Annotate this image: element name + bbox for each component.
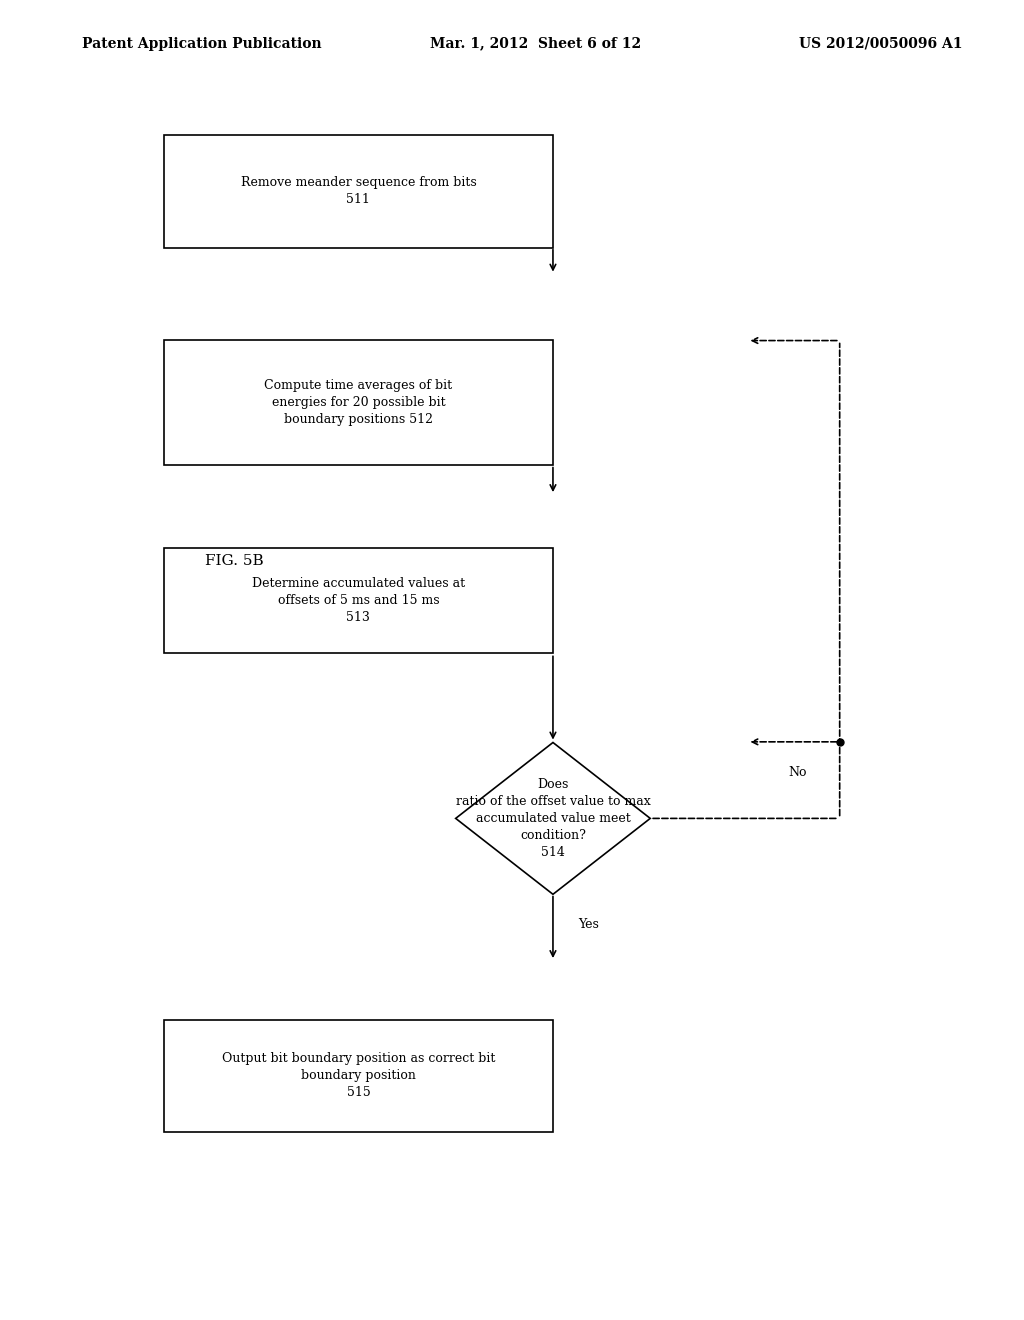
FancyBboxPatch shape bbox=[164, 135, 553, 248]
Text: Compute time averages of bit
energies for 20 possible bit
boundary positions 512: Compute time averages of bit energies fo… bbox=[264, 379, 453, 426]
Text: No: No bbox=[788, 766, 807, 779]
Text: Remove meander sequence from bits
511: Remove meander sequence from bits 511 bbox=[241, 177, 476, 206]
Text: Does
ratio of the offset value to max
accumulated value meet
condition?
514: Does ratio of the offset value to max ac… bbox=[456, 777, 650, 859]
Text: Patent Application Publication: Patent Application Publication bbox=[82, 37, 322, 50]
FancyBboxPatch shape bbox=[164, 1020, 553, 1133]
FancyBboxPatch shape bbox=[164, 341, 553, 466]
Text: Determine accumulated values at
offsets of 5 ms and 15 ms
513: Determine accumulated values at offsets … bbox=[252, 577, 465, 624]
FancyBboxPatch shape bbox=[164, 548, 553, 653]
Text: US 2012/0050096 A1: US 2012/0050096 A1 bbox=[799, 37, 963, 50]
Text: FIG. 5B: FIG. 5B bbox=[205, 554, 263, 568]
Text: Output bit boundary position as correct bit
boundary position
515: Output bit boundary position as correct … bbox=[222, 1052, 495, 1100]
Text: Mar. 1, 2012  Sheet 6 of 12: Mar. 1, 2012 Sheet 6 of 12 bbox=[430, 37, 641, 50]
Polygon shape bbox=[456, 742, 650, 895]
Text: Yes: Yes bbox=[579, 917, 599, 931]
